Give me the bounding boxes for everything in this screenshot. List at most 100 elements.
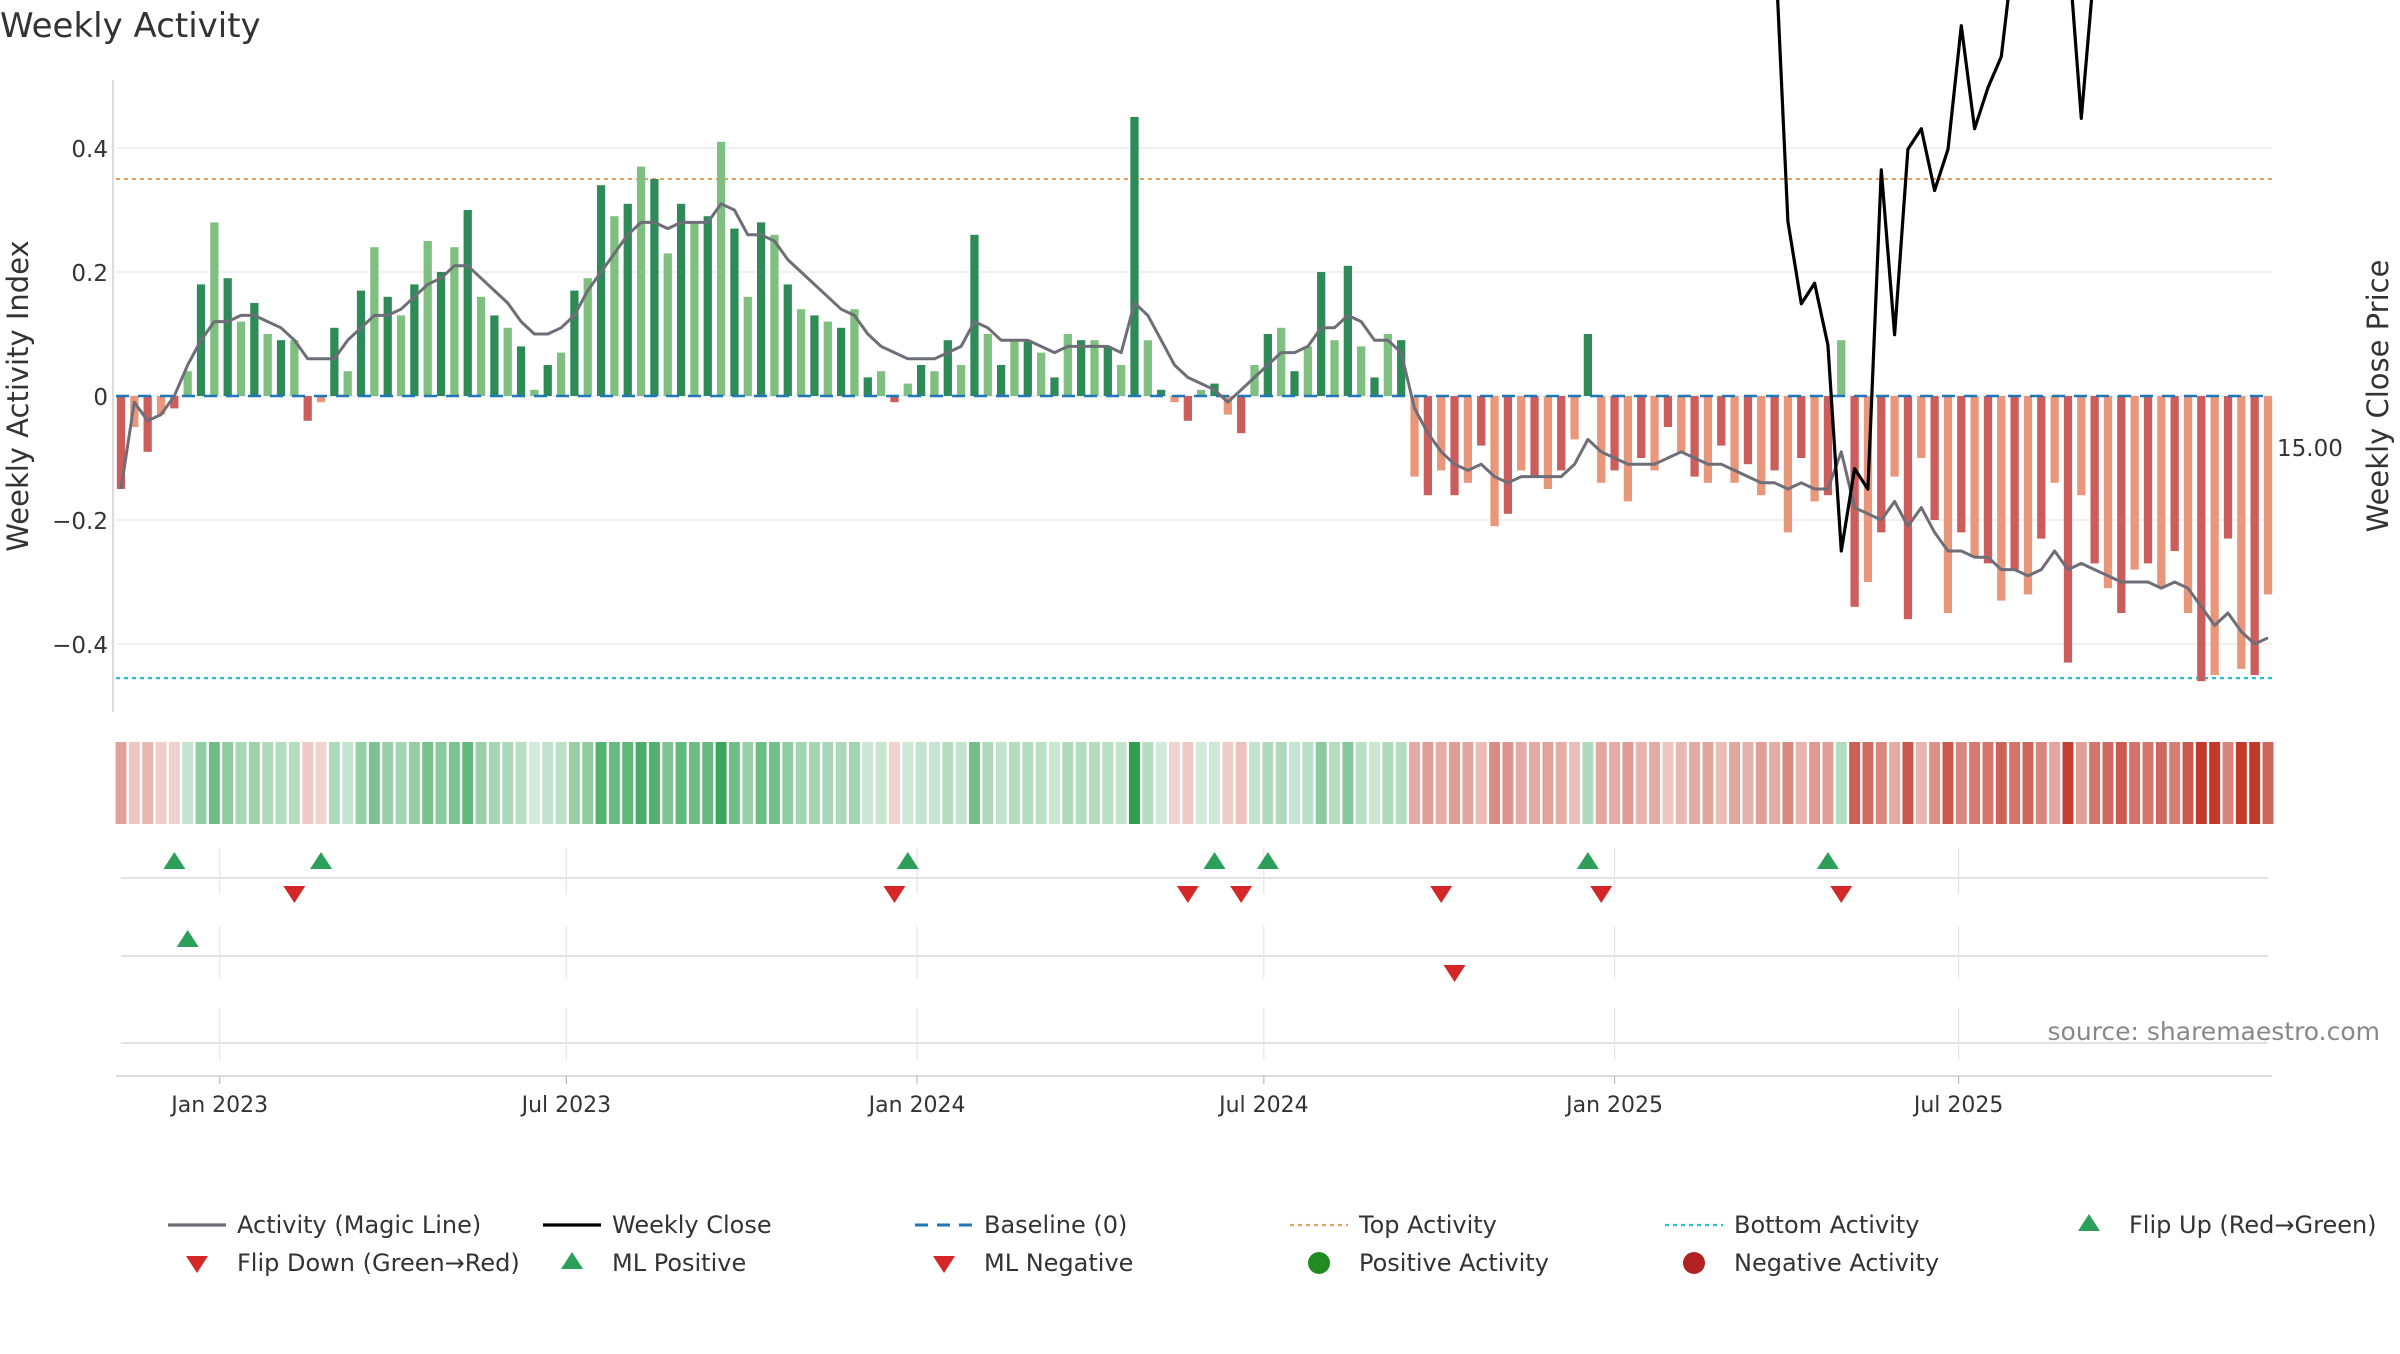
activity-bar — [330, 327, 339, 396]
legend-item-activity-magic-line[interactable]: Activity (Magic Line) — [168, 1211, 481, 1239]
heatmap-cell — [955, 742, 967, 824]
heatmap-cell — [728, 742, 740, 824]
activity-bar — [543, 365, 552, 396]
activity-bar — [143, 396, 152, 452]
legend-item-positive-activity[interactable]: Positive Activity — [1308, 1249, 1549, 1277]
heatmap-cell — [235, 742, 247, 824]
flip-down-marker — [1230, 886, 1253, 903]
legend-item-baseline-0[interactable]: Baseline (0) — [915, 1211, 1127, 1239]
activity-bar — [1303, 346, 1312, 396]
heatmap-cell — [1382, 742, 1394, 824]
activity-bar — [2063, 396, 2073, 663]
heatmap-cell — [1635, 742, 1647, 824]
activity-bar — [1383, 334, 1392, 396]
legend-label: ML Negative — [984, 1249, 1133, 1277]
activity-bar — [2263, 396, 2273, 595]
activity-bar — [1903, 396, 1913, 620]
heatmap-cell — [1475, 742, 1487, 824]
heatmap-cell — [382, 742, 394, 824]
heatmap-cell — [1235, 742, 1247, 824]
activity-bar — [383, 296, 392, 396]
activity-bar — [1063, 334, 1072, 396]
heatmap-cell — [2169, 742, 2181, 824]
flip-up-marker — [1203, 852, 1226, 869]
heatmap-cell — [1222, 742, 1234, 824]
heatmap-cell — [2235, 742, 2247, 824]
activity-bar — [970, 234, 979, 396]
heatmap-cell — [262, 742, 274, 824]
heatmap-cell — [1609, 742, 1621, 824]
ml-positive-marker — [176, 930, 199, 947]
activity-bar — [263, 334, 272, 396]
activity-bar — [2237, 396, 2246, 669]
heatmap-cell — [2075, 742, 2087, 824]
heatmap-cell — [1849, 742, 1861, 824]
activity-bar — [1330, 340, 1339, 396]
legend[interactable]: Activity (Magic Line) Weekly Close Baselin… — [168, 1211, 2377, 1277]
activity-bar — [1477, 396, 1486, 446]
flip-down-marker — [1590, 886, 1613, 903]
activity-bar — [476, 296, 486, 396]
heatmap-cell — [288, 742, 300, 824]
x-tick-label: Jul 2024 — [1217, 1093, 1309, 1118]
legend-item-flip-up-red-green[interactable]: Flip Up (Red→Green) — [2078, 1211, 2377, 1239]
heatmap-cell — [182, 742, 194, 824]
legend-item-ml-negative[interactable]: ML Negative — [933, 1249, 1133, 1277]
activity-bar — [1357, 346, 1366, 396]
flip-up-marker — [1576, 852, 1599, 869]
activity-bar — [676, 203, 686, 396]
legend-item-bottom-activity[interactable]: Bottom Activity — [1665, 1211, 1919, 1239]
activity-bar — [983, 334, 992, 396]
activity-bar — [1343, 265, 1352, 396]
heatmap-cell — [1075, 742, 1087, 824]
legend-item-weekly-close[interactable]: Weekly Close — [543, 1211, 772, 1239]
activity-bar — [796, 309, 806, 396]
activity-bar — [1730, 396, 1739, 483]
activity-bar — [223, 278, 232, 396]
heatmap-cell — [875, 742, 887, 824]
heatmap-cell — [1209, 742, 1220, 824]
legend-item-negative-activity[interactable]: Negative Activity — [1683, 1249, 1939, 1277]
heatmap-cell — [475, 742, 487, 824]
heatmap-cell — [1022, 742, 1034, 824]
heatmap-cell — [1275, 742, 1287, 824]
legend-item-top-activity[interactable]: Top Activity — [1290, 1211, 1497, 1239]
heatmap-cell — [1342, 742, 1354, 824]
activity-bar — [1157, 389, 1166, 396]
heatmap-cell — [1835, 742, 1847, 824]
legend-item-flip-down-green-red[interactable]: Flip Down (Green→Red) — [186, 1249, 520, 1277]
activity-bar — [463, 210, 472, 396]
activity-bar — [596, 185, 606, 396]
heatmap-cell — [2035, 742, 2047, 824]
heatmap-cell — [1142, 742, 1154, 824]
activity-bar — [1237, 396, 1246, 434]
legend-item-ml-positive[interactable]: ML Positive — [561, 1249, 746, 1277]
heatmap-cell — [1355, 742, 1367, 824]
activity-bar — [2023, 396, 2033, 595]
heatmap-cell — [1902, 742, 1914, 824]
heatmap-cell — [1929, 742, 1941, 824]
activity-bar — [930, 371, 939, 396]
heatmap-cell — [142, 742, 154, 824]
activity-bar — [1570, 396, 1579, 440]
heatmap-cell — [1302, 742, 1314, 824]
activity-bar — [1997, 396, 2006, 601]
activity-bar — [1543, 396, 1553, 489]
heatmap-cell — [355, 742, 367, 824]
activity-bar — [1917, 396, 1926, 458]
flip-down-marker — [1176, 886, 1199, 903]
heatmap-cell — [688, 742, 700, 824]
activity-bar — [610, 216, 619, 396]
activity-bar — [583, 278, 592, 396]
x-tick-label: Jul 2023 — [520, 1093, 612, 1118]
activity-bar — [823, 321, 832, 396]
heatmap-strip — [115, 742, 2274, 824]
activity-bar — [956, 365, 966, 396]
heatmap-cell — [1315, 742, 1327, 824]
legend-label: Flip Up (Red→Green) — [2129, 1211, 2377, 1239]
heatmap-cell — [795, 742, 807, 824]
activity-bar — [1610, 396, 1619, 471]
activity-bar — [530, 389, 539, 396]
activity-bar — [250, 303, 259, 396]
legend-swatch — [2078, 1214, 2100, 1231]
